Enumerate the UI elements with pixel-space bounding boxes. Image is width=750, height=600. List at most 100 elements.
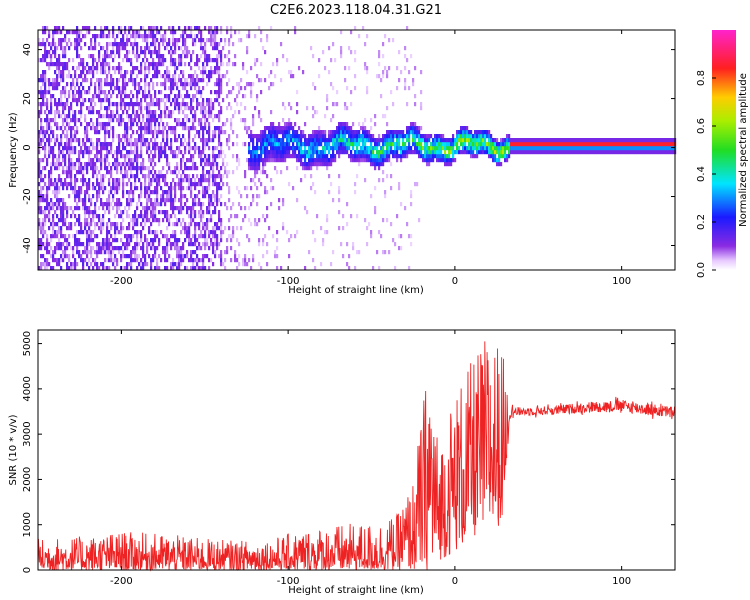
heatmap-cell	[400, 202, 403, 207]
heatmap-cell	[46, 238, 49, 243]
heatmap-cell	[606, 142, 609, 147]
heatmap-cell	[242, 94, 245, 99]
heatmap-cell	[548, 150, 551, 155]
heatmap-cell	[104, 166, 107, 171]
heatmap-cell	[580, 138, 583, 143]
heatmap-cell	[62, 26, 65, 31]
heatmap-cell	[396, 66, 399, 71]
heatmap-cell	[460, 126, 463, 131]
heatmap-cell	[96, 34, 99, 39]
heatmap-cell	[58, 154, 61, 159]
heatmap-cell	[140, 126, 143, 131]
heatmap-cell	[116, 102, 119, 107]
heatmap-cell	[330, 58, 333, 63]
heatmap-cell	[64, 50, 67, 55]
heatmap-cell	[188, 166, 191, 171]
heatmap-cell	[176, 38, 179, 43]
heatmap-cell	[186, 50, 189, 55]
heatmap-cell	[372, 162, 375, 167]
heatmap-cell	[254, 150, 257, 155]
heatmap-cell	[178, 246, 181, 251]
heatmap-cell	[88, 194, 91, 199]
heatmap-cell	[132, 46, 135, 51]
heatmap-cell	[120, 138, 123, 143]
heatmap-cell	[456, 146, 459, 151]
heatmap-cell	[328, 142, 331, 147]
heatmap-cell	[170, 130, 173, 135]
heatmap-cell	[146, 194, 149, 199]
heatmap-cell	[314, 86, 317, 91]
heatmap-cell	[144, 90, 147, 95]
heatmap-cell	[300, 150, 303, 155]
heatmap-cell	[206, 170, 209, 175]
heatmap-cell	[660, 150, 663, 155]
heatmap-cell	[344, 126, 347, 131]
heatmap-cell	[44, 134, 47, 139]
heatmap-cell	[152, 154, 155, 159]
heatmap-cell	[312, 230, 315, 235]
heatmap-cell	[60, 134, 63, 139]
heatmap-cell	[576, 138, 579, 143]
heatmap-cell	[412, 142, 415, 147]
heatmap-cell	[130, 198, 133, 203]
heatmap-cell	[202, 222, 205, 227]
heatmap-cell	[180, 198, 183, 203]
heatmap-cell	[336, 146, 339, 151]
heatmap-cell	[76, 202, 79, 207]
heatmap-cell	[438, 134, 441, 139]
heatmap-cell	[374, 122, 377, 127]
heatmap-cell	[498, 150, 501, 155]
heatmap-cell	[144, 210, 147, 215]
heatmap-cell	[592, 142, 595, 147]
heatmap-cell	[624, 150, 627, 155]
heatmap-cell	[478, 146, 481, 151]
heatmap-cell	[364, 130, 367, 135]
heatmap-cell	[138, 194, 141, 199]
heatmap-cell	[504, 154, 507, 159]
heatmap-cell	[288, 146, 291, 151]
heatmap-cell	[272, 150, 275, 155]
heatmap-cell	[370, 142, 373, 147]
heatmap-cell	[294, 154, 297, 159]
heatmap-cell	[68, 182, 71, 187]
heatmap-cell	[530, 138, 533, 143]
heatmap-cell	[64, 90, 67, 95]
heatmap-cell	[42, 38, 45, 43]
heatmap-cell	[628, 142, 631, 147]
heatmap-cell	[170, 214, 173, 219]
heatmap-cell	[490, 134, 493, 139]
heatmap-cell	[142, 206, 145, 211]
heatmap-cell	[140, 258, 143, 263]
heatmap-cell	[180, 162, 183, 167]
heatmap-cell	[48, 242, 51, 247]
heatmap-cell	[132, 78, 135, 83]
heatmap-cell	[314, 266, 317, 271]
heatmap-cell	[604, 146, 607, 151]
heatmap-cell	[146, 58, 149, 63]
heatmap-cell	[178, 182, 181, 187]
heatmap-cell	[218, 118, 221, 123]
heatmap-cell	[170, 182, 173, 187]
heatmap-cell	[150, 26, 153, 31]
heatmap-cell	[160, 142, 163, 147]
heatmap-cell	[354, 50, 357, 55]
heatmap-cell	[668, 146, 671, 151]
heatmap-cell	[66, 242, 69, 247]
heatmap-cell	[54, 50, 57, 55]
heatmap-cell	[84, 182, 87, 187]
heatmap-cell	[626, 138, 629, 143]
heatmap-cell	[174, 166, 177, 171]
heatmap-cell	[108, 42, 111, 47]
heatmap-cell	[102, 66, 105, 71]
heatmap-cell	[90, 138, 93, 143]
heatmap-cell	[326, 94, 329, 99]
heatmap-cell	[542, 150, 545, 155]
heatmap-cell	[660, 146, 663, 151]
heatmap-cell	[614, 150, 617, 155]
heatmap-cell	[492, 150, 495, 155]
heatmap-cell	[136, 102, 139, 107]
heatmap-cell	[186, 198, 189, 203]
heatmap-cell	[112, 126, 115, 131]
heatmap-cell	[654, 138, 657, 143]
heatmap-cell	[626, 146, 629, 151]
